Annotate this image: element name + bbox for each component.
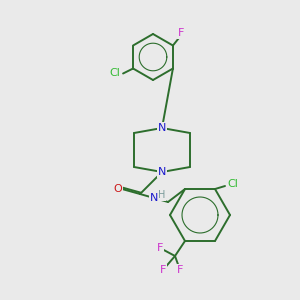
Text: H: H (158, 190, 166, 200)
Text: Cl: Cl (110, 68, 121, 79)
Text: F: F (178, 28, 184, 38)
Text: F: F (157, 243, 163, 253)
Text: N: N (158, 123, 166, 133)
Text: Cl: Cl (228, 179, 238, 189)
Text: N: N (150, 193, 158, 203)
Text: F: F (177, 265, 183, 275)
Text: F: F (160, 265, 166, 275)
Text: N: N (158, 167, 166, 177)
Text: O: O (114, 184, 122, 194)
